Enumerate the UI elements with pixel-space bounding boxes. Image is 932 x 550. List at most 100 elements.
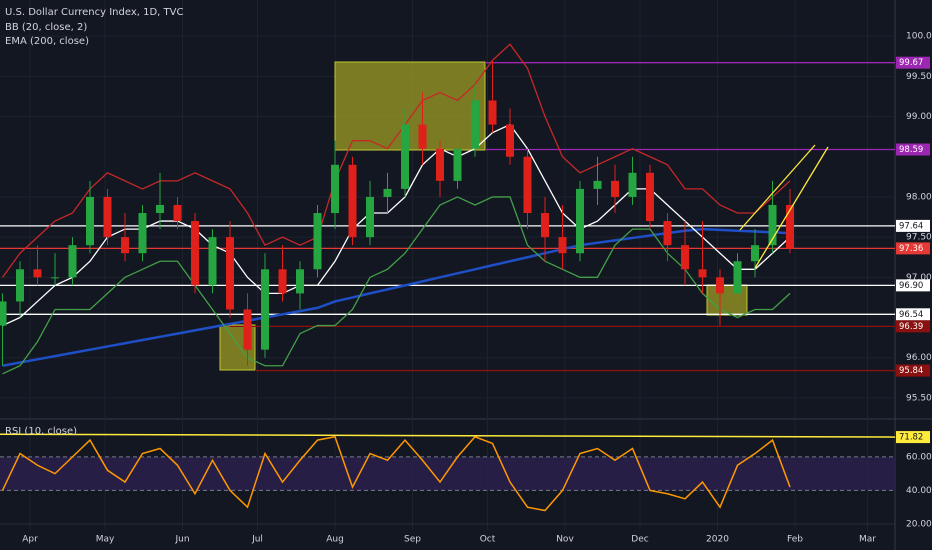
indicator-label: BB (20, close, 2) xyxy=(5,22,87,33)
y-tick-label: 97.50 xyxy=(906,233,932,243)
chart-title: U.S. Dollar Currency Index, 1D, TVC xyxy=(5,7,183,18)
candle-body xyxy=(453,148,462,181)
candle-body xyxy=(401,124,409,189)
y-tick-label: 97.00 xyxy=(906,273,932,283)
rsi-line xyxy=(1,435,791,512)
candle-body xyxy=(191,221,199,286)
rsi-title: RSI (10, close) xyxy=(5,426,77,437)
candle-body xyxy=(436,148,444,181)
candle-body xyxy=(663,221,672,246)
candle-body xyxy=(768,204,777,246)
candle-body xyxy=(68,245,77,278)
level-tag xyxy=(896,364,930,377)
y-tick-label: 99.00 xyxy=(906,112,932,122)
candle-body xyxy=(576,188,584,254)
x-tick-label: Aug xyxy=(326,535,344,545)
level-label: 99.67 xyxy=(899,58,923,68)
level-tag xyxy=(896,242,930,255)
wedge-line xyxy=(754,146,829,269)
overlay-line xyxy=(1,43,791,278)
x-tick-label: Oct xyxy=(480,535,496,545)
x-tick-label: Jun xyxy=(174,535,189,545)
candle-body xyxy=(716,277,724,294)
candle-body xyxy=(0,301,7,326)
candle-body xyxy=(611,180,619,197)
candle-body xyxy=(156,204,164,214)
candle-body xyxy=(138,213,147,254)
candle-body xyxy=(383,188,392,197)
candle-body xyxy=(646,172,654,222)
level-tag xyxy=(896,308,930,321)
candle-body xyxy=(681,245,689,270)
candle-body xyxy=(173,204,182,222)
rsi-band xyxy=(0,456,895,491)
candle-body xyxy=(418,124,427,149)
x-tick-label: Sep xyxy=(404,535,421,545)
candle-body xyxy=(628,172,637,197)
level-tag xyxy=(896,143,930,156)
rsi-tick-label: 40.00 xyxy=(906,486,932,496)
candle-body xyxy=(541,213,549,238)
wedge-line xyxy=(739,144,816,231)
candle-body xyxy=(51,277,59,279)
candle-body xyxy=(278,269,287,294)
candle-body xyxy=(733,261,742,294)
rsi-tag xyxy=(896,431,930,444)
level-tag xyxy=(896,320,930,333)
level-label: 96.54 xyxy=(899,310,923,320)
x-tick-label: Feb xyxy=(787,535,803,545)
level-label: 96.90 xyxy=(899,281,923,291)
y-tick-label: 99.50 xyxy=(906,72,932,82)
x-tick-label: Dec xyxy=(631,535,648,545)
level-tag xyxy=(896,279,930,292)
candle-body xyxy=(751,245,759,262)
candle-body xyxy=(348,164,357,238)
level-label: 97.36 xyxy=(899,244,923,254)
x-tick-label: 2020 xyxy=(706,535,729,545)
candle-body xyxy=(786,204,794,249)
level-label: 95.84 xyxy=(899,366,923,376)
overlay-line xyxy=(2,227,791,367)
level-label: 97.64 xyxy=(899,221,923,231)
candle-body xyxy=(261,269,269,350)
x-tick-label: Jul xyxy=(251,535,263,545)
candle-body xyxy=(471,100,479,149)
candle-body xyxy=(488,100,497,125)
x-tick-label: May xyxy=(96,535,115,545)
overlay-line xyxy=(2,196,791,375)
candle-body xyxy=(506,124,514,157)
y-tick-label: 95.50 xyxy=(906,393,932,403)
candle-body xyxy=(366,196,374,238)
indicator-label: EMA (200, close) xyxy=(5,36,89,47)
overlay-line xyxy=(2,123,791,327)
highlight-box xyxy=(334,61,486,151)
x-tick-label: Apr xyxy=(22,535,38,545)
candle-body xyxy=(593,180,602,189)
candle-body xyxy=(296,269,304,294)
rsi-tick-label: 20.00 xyxy=(906,519,932,529)
y-tick-label: 98.00 xyxy=(906,192,932,202)
candle-body xyxy=(313,213,322,270)
x-tick-label: Mar xyxy=(859,535,876,545)
x-tick-label: Nov xyxy=(556,535,574,545)
candle-body xyxy=(86,196,94,246)
rsi-trendline xyxy=(0,433,896,438)
candle-body xyxy=(331,164,339,214)
rsi-tick-label: 60.00 xyxy=(906,452,932,462)
candle-body xyxy=(33,269,42,278)
candle-body xyxy=(698,269,707,278)
level-label: 96.39 xyxy=(899,322,923,332)
candle-body xyxy=(558,237,567,254)
candle-body xyxy=(226,237,234,310)
level-tag xyxy=(896,56,930,69)
candle-body xyxy=(103,196,112,238)
rsi-trend-label: 71.82 xyxy=(899,433,923,443)
y-tick-label: 96.00 xyxy=(906,353,932,363)
level-label: 98.59 xyxy=(899,145,923,155)
candle-body xyxy=(16,269,24,302)
level-tag xyxy=(896,219,930,232)
y-tick-label: 100.00 xyxy=(906,32,932,42)
candle-body xyxy=(243,309,252,350)
candle-body xyxy=(523,156,532,214)
